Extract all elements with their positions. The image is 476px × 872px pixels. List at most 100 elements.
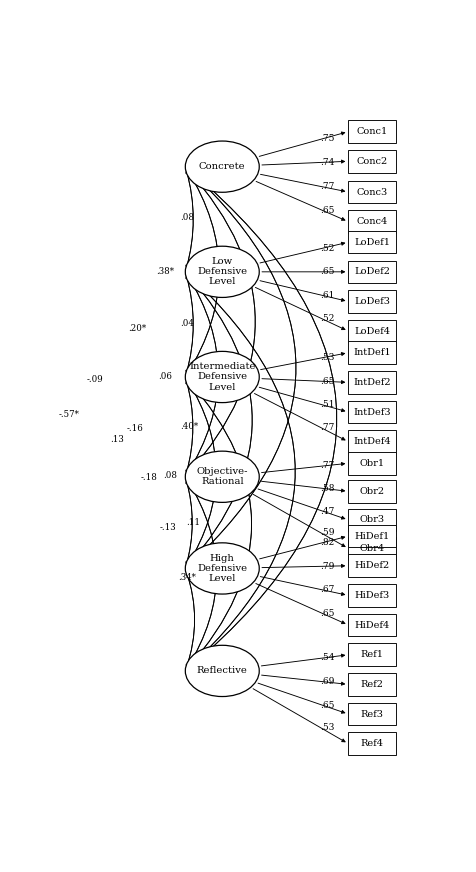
FancyArrowPatch shape xyxy=(185,379,192,473)
Text: .65: .65 xyxy=(319,268,334,276)
FancyBboxPatch shape xyxy=(347,614,396,637)
FancyBboxPatch shape xyxy=(347,480,396,502)
FancyArrowPatch shape xyxy=(187,169,218,374)
FancyArrowPatch shape xyxy=(186,571,194,667)
Text: .08: .08 xyxy=(163,471,177,480)
Text: Intermediate
Defensive
Level: Intermediate Defensive Level xyxy=(188,363,255,392)
Text: Low
Defensive
Level: Low Defensive Level xyxy=(197,257,247,286)
Text: .13: .13 xyxy=(110,434,124,444)
Text: Ref4: Ref4 xyxy=(360,739,383,748)
Text: .53: .53 xyxy=(319,724,334,732)
FancyArrowPatch shape xyxy=(187,169,296,567)
FancyArrowPatch shape xyxy=(187,380,251,669)
Text: Objective-
Rational: Objective- Rational xyxy=(196,467,248,487)
Text: .75: .75 xyxy=(319,134,334,143)
Text: .67: .67 xyxy=(319,585,334,595)
FancyBboxPatch shape xyxy=(347,525,396,548)
FancyArrowPatch shape xyxy=(187,379,216,565)
Text: LoDef3: LoDef3 xyxy=(353,297,389,306)
FancyBboxPatch shape xyxy=(347,452,396,474)
FancyArrowPatch shape xyxy=(187,274,218,473)
FancyBboxPatch shape xyxy=(347,673,396,696)
FancyBboxPatch shape xyxy=(347,231,396,254)
Ellipse shape xyxy=(185,451,259,502)
FancyArrowPatch shape xyxy=(187,380,216,566)
Text: LoDef1: LoDef1 xyxy=(353,238,389,247)
FancyArrowPatch shape xyxy=(187,275,252,567)
Text: .79: .79 xyxy=(319,562,334,571)
Text: .61: .61 xyxy=(319,291,334,300)
Text: .38*: .38* xyxy=(156,268,174,276)
Ellipse shape xyxy=(185,543,259,594)
FancyBboxPatch shape xyxy=(347,120,396,143)
Text: Obr3: Obr3 xyxy=(359,515,384,524)
Text: .77: .77 xyxy=(319,424,334,433)
Text: .77: .77 xyxy=(319,461,334,471)
Text: .69: .69 xyxy=(319,678,334,686)
Text: High
Defensive
Level: High Defensive Level xyxy=(197,554,247,583)
Text: .74: .74 xyxy=(319,158,334,167)
Text: .59: .59 xyxy=(319,528,334,537)
FancyArrowPatch shape xyxy=(187,170,218,375)
Text: LoDef4: LoDef4 xyxy=(353,327,389,336)
Text: -.13: -.13 xyxy=(159,523,176,533)
Ellipse shape xyxy=(185,351,259,403)
FancyArrowPatch shape xyxy=(186,275,193,373)
FancyArrowPatch shape xyxy=(187,274,295,668)
FancyBboxPatch shape xyxy=(347,401,396,424)
FancyBboxPatch shape xyxy=(347,342,396,364)
Text: .65: .65 xyxy=(319,377,334,385)
Text: Conc3: Conc3 xyxy=(356,187,387,196)
Text: .40*: .40* xyxy=(179,422,198,431)
Text: HiDef1: HiDef1 xyxy=(354,532,389,541)
Text: .82: .82 xyxy=(319,538,334,547)
FancyBboxPatch shape xyxy=(347,290,396,313)
FancyBboxPatch shape xyxy=(347,508,396,531)
Text: .06: .06 xyxy=(158,372,171,381)
Text: .04: .04 xyxy=(180,318,194,328)
Text: IntDef2: IntDef2 xyxy=(352,378,390,387)
Text: .77: .77 xyxy=(319,182,334,192)
Text: .65: .65 xyxy=(319,701,334,710)
Text: Conc4: Conc4 xyxy=(356,217,387,226)
Text: Obr1: Obr1 xyxy=(359,459,384,467)
FancyBboxPatch shape xyxy=(347,537,396,560)
Text: LoDef2: LoDef2 xyxy=(353,268,389,276)
FancyArrowPatch shape xyxy=(186,169,193,269)
FancyArrowPatch shape xyxy=(185,480,192,565)
Text: -.18: -.18 xyxy=(140,473,157,482)
Text: Ref2: Ref2 xyxy=(360,680,383,689)
FancyArrowPatch shape xyxy=(185,480,192,566)
Text: .34*: .34* xyxy=(178,573,196,582)
Ellipse shape xyxy=(185,645,259,697)
FancyArrowPatch shape xyxy=(187,274,252,566)
FancyArrowPatch shape xyxy=(185,380,192,474)
FancyArrowPatch shape xyxy=(187,480,216,669)
FancyArrowPatch shape xyxy=(187,169,336,669)
FancyBboxPatch shape xyxy=(347,181,396,203)
FancyBboxPatch shape xyxy=(347,732,396,755)
Text: -.16: -.16 xyxy=(127,424,143,433)
FancyArrowPatch shape xyxy=(187,275,218,474)
Text: .65: .65 xyxy=(319,206,334,215)
Text: .65: .65 xyxy=(319,609,334,617)
Text: Obr4: Obr4 xyxy=(359,544,384,553)
FancyBboxPatch shape xyxy=(347,644,396,666)
Text: .58: .58 xyxy=(319,484,334,493)
FancyBboxPatch shape xyxy=(347,703,396,726)
FancyBboxPatch shape xyxy=(347,584,396,607)
Text: HiDef2: HiDef2 xyxy=(354,562,389,570)
Text: IntDef1: IntDef1 xyxy=(352,348,390,358)
Text: -.57*: -.57* xyxy=(58,410,79,419)
FancyArrowPatch shape xyxy=(187,168,296,566)
Ellipse shape xyxy=(185,141,259,193)
Ellipse shape xyxy=(185,246,259,297)
Text: .52: .52 xyxy=(319,314,334,323)
FancyArrowPatch shape xyxy=(186,572,194,668)
Text: Concrete: Concrete xyxy=(198,162,245,171)
Text: .52: .52 xyxy=(319,243,334,253)
FancyBboxPatch shape xyxy=(347,555,396,577)
Text: IntDef3: IntDef3 xyxy=(352,407,390,417)
Text: .08: .08 xyxy=(180,214,194,222)
FancyArrowPatch shape xyxy=(187,479,216,668)
